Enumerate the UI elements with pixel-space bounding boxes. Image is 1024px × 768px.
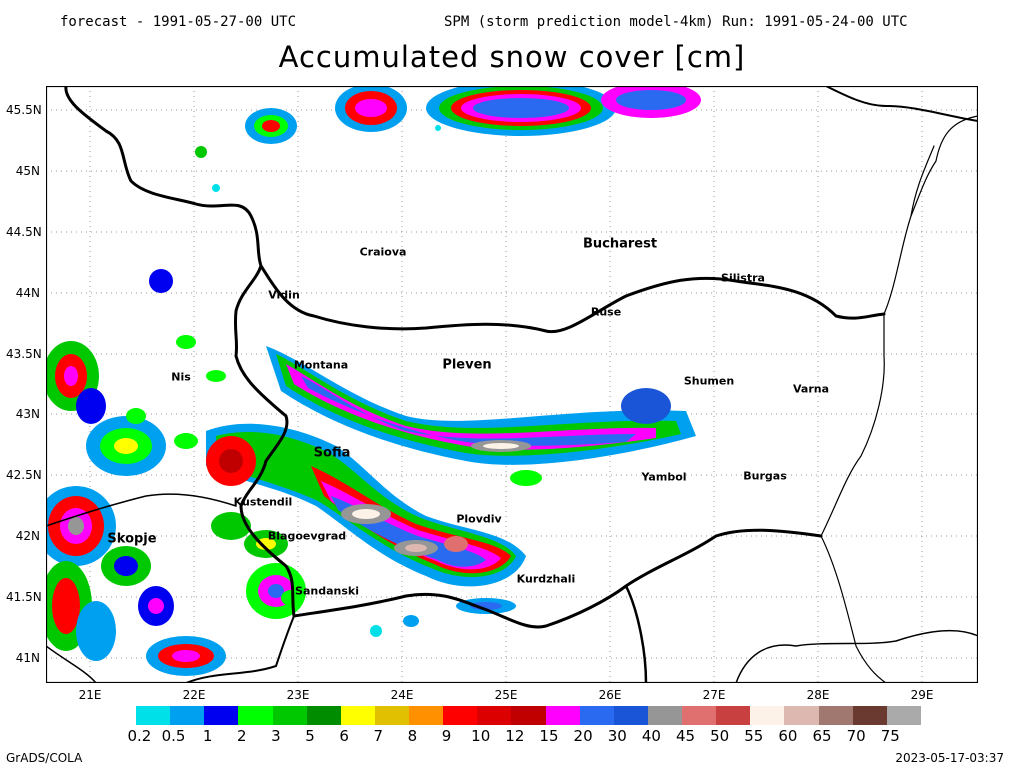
lat-label: 44N <box>15 286 40 300</box>
city-label: Skopje <box>107 531 157 547</box>
colorbar-label: 65 <box>812 727 832 745</box>
colorbar-label: 30 <box>607 727 627 745</box>
city-label: Kurdzhali <box>516 572 576 586</box>
model-run-label: SPM (storm prediction model-4km) Run: 19… <box>444 14 908 30</box>
lon-label: 23E <box>286 688 310 702</box>
snow-field-west <box>46 269 419 676</box>
colorbar-swatch <box>886 706 921 725</box>
colorbar-swatch <box>170 706 205 725</box>
colorbar-swatch <box>613 706 648 725</box>
snow-field-balkan-range <box>266 346 696 465</box>
colorbar-label: 1 <box>202 727 213 745</box>
city-label: Plovdiv <box>456 512 502 526</box>
colorbar-label: 3 <box>271 727 281 745</box>
colorbar-label: 45 <box>675 727 696 745</box>
colorbar-label: 55 <box>744 727 764 745</box>
colorbar-label: 12 <box>505 727 525 745</box>
colorbar-label: 8 <box>407 727 418 745</box>
software-credit: GrADS/COLA <box>6 751 83 765</box>
colorbar-label: 0.5 <box>161 727 186 745</box>
generation-timestamp: 2023-05-17-03:37 <box>895 751 1004 765</box>
city-label: Vidin <box>268 288 300 302</box>
city-label: Yambol <box>641 470 687 484</box>
colorbar-label: 70 <box>846 727 866 745</box>
colorbar-label: 75 <box>880 727 900 745</box>
colorbar-label: 50 <box>710 727 730 745</box>
colorbar-label: 6 <box>339 727 349 745</box>
map-title: Accumulated snow cover [cm] <box>278 40 746 74</box>
grid-lines <box>46 86 978 683</box>
colorbar-label: 9 <box>441 727 452 745</box>
lat-label: 43N <box>15 407 40 421</box>
colorbar-label: 60 <box>778 727 798 745</box>
colorbar-label: 0.2 <box>127 727 152 745</box>
lon-label: 25E <box>494 688 518 702</box>
city-label: Sandanski <box>295 584 359 598</box>
lon-label: 27E <box>702 688 726 702</box>
lon-label: 26E <box>598 688 622 702</box>
colorbar-label: 20 <box>573 727 593 745</box>
colorbar-label: 2 <box>237 727 247 745</box>
colorbar-swatch <box>716 706 751 725</box>
snow-field-sofia-rila-rhodopes <box>206 423 542 619</box>
colorbar-swatch <box>306 706 341 725</box>
lon-label: 22E <box>182 688 206 702</box>
city-label: Bucharest <box>582 236 658 252</box>
city-label: Shumen <box>683 374 735 388</box>
city-label: Ruse <box>590 305 622 319</box>
city-label: Burgas <box>743 469 787 483</box>
colorbar-label: 15 <box>539 727 559 745</box>
lon-label: 24E <box>390 688 414 702</box>
colorbar-swatch <box>784 706 819 725</box>
city-label: Sofia <box>313 445 351 461</box>
lat-label: 41.5N <box>6 590 42 604</box>
colorbar-swatch <box>545 706 580 725</box>
colorbar-swatch <box>374 706 409 725</box>
colorbar-swatch <box>682 706 717 725</box>
city-label: Craiova <box>359 245 407 259</box>
lon-label: 28E <box>806 688 830 702</box>
lat-label: 43.5N <box>6 347 42 361</box>
colorbar-swatch <box>647 706 682 725</box>
colorbar-swatch <box>477 706 512 725</box>
snow-field-north <box>195 86 701 192</box>
lon-label: 29E <box>910 688 934 702</box>
colorbar-swatch <box>818 706 853 725</box>
colorbar-swatch <box>238 706 273 725</box>
colorbar-label: 7 <box>373 727 384 745</box>
colorbar-label: 10 <box>471 727 491 745</box>
colorbar-swatch <box>579 706 614 725</box>
lat-label: 42.5N <box>6 468 42 482</box>
city-label: Silistra <box>721 271 765 285</box>
city-label: Pleven <box>442 357 492 373</box>
lat-label: 45N <box>15 164 40 178</box>
colorbar-swatch <box>340 706 375 725</box>
colorbar-label: 5 <box>305 727 315 745</box>
lat-label: 41N <box>15 651 40 665</box>
colorbar-label: 40 <box>641 727 661 745</box>
colorbar-swatch <box>750 706 785 725</box>
lat-label: 42N <box>15 529 40 543</box>
colorbar <box>136 706 921 725</box>
colorbar-swatch <box>511 706 546 725</box>
snow-cover-map <box>46 86 978 683</box>
city-label: Kustendil <box>233 495 293 509</box>
lat-label: 45.5N <box>6 103 42 117</box>
city-label: Nis <box>171 370 191 384</box>
country-borders <box>46 86 978 683</box>
colorbar-swatch <box>204 706 239 725</box>
city-label: Montana <box>293 358 349 372</box>
colorbar-swatch <box>443 706 478 725</box>
colorbar-swatch <box>852 706 887 725</box>
city-label: Varna <box>792 382 830 396</box>
colorbar-swatch <box>272 706 307 725</box>
city-label: Blagoevgrad <box>267 529 347 543</box>
map-frame <box>46 86 978 683</box>
colorbar-labels: 0.2 0.5 1 2 3 5 6 7 8 9 10 12 15 20 30 40 45 50 55 60 65 70 75 <box>127 727 921 745</box>
lat-label: 44.5N <box>6 225 42 239</box>
lon-label: 21E <box>78 688 102 702</box>
colorbar-swatch <box>409 706 444 725</box>
colorbar-swatch <box>136 706 171 725</box>
forecast-time-label: forecast - 1991-05-27-00 UTC <box>60 14 297 30</box>
